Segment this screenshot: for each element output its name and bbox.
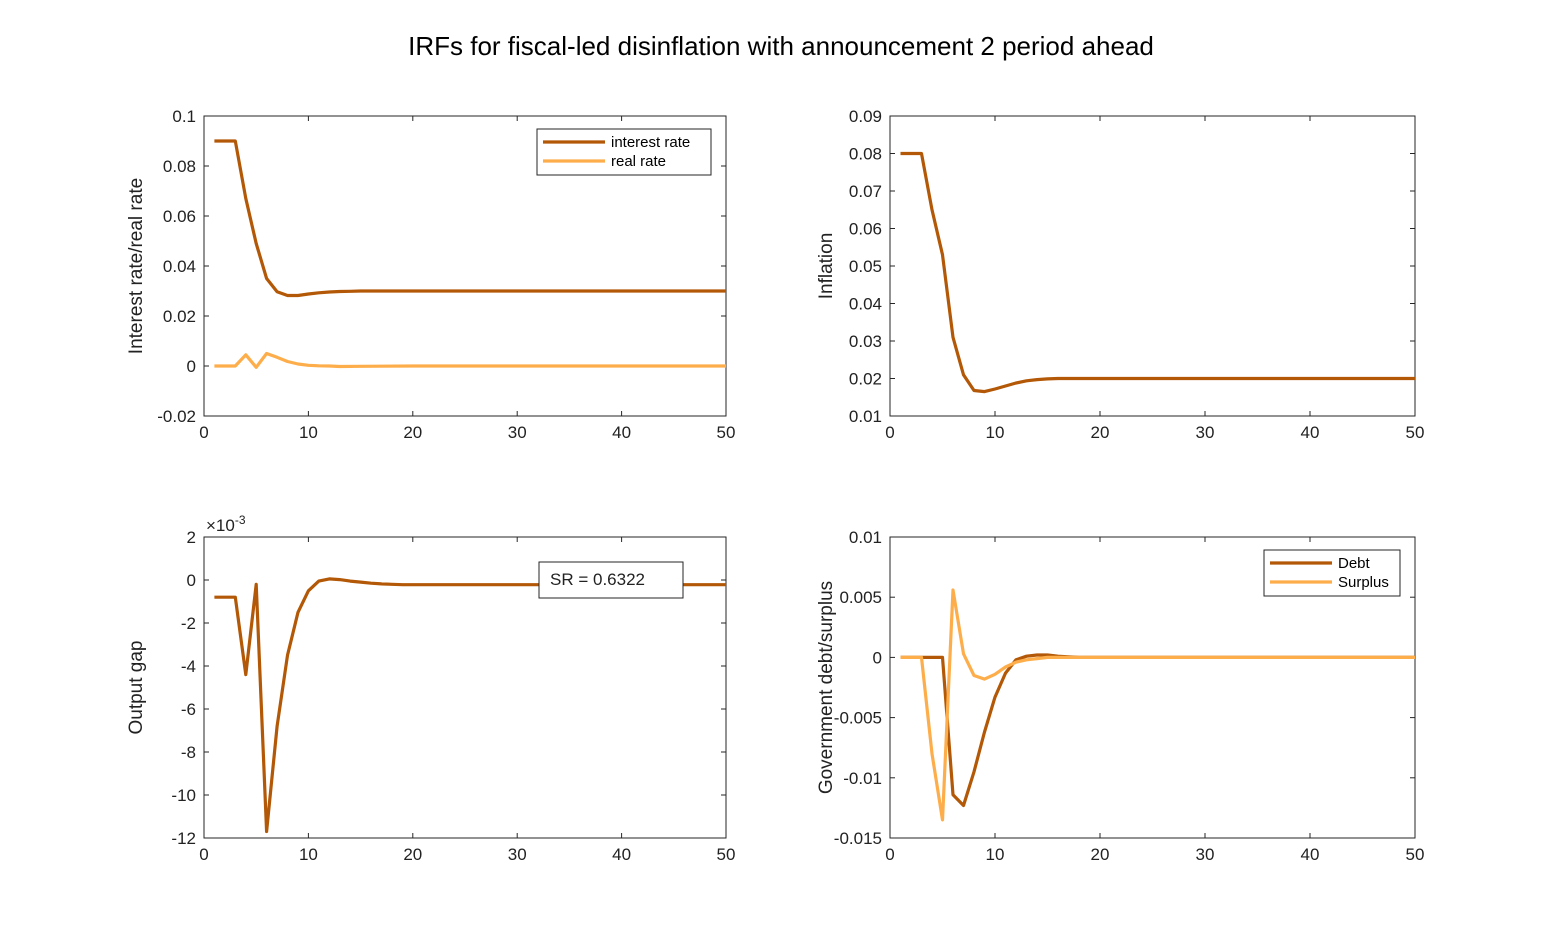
chart-panel-1: 0 10 20 30 40 50-0.0200.020.040.060.080.1Inte… [126, 107, 735, 442]
legend: Debt Surplus [1263, 549, 1401, 597]
y-tick-label: 0 [873, 648, 882, 667]
x-tick-label: 40 [612, 423, 631, 442]
y-tick-label: 0.02 [849, 370, 882, 389]
y-tick-label: 0.04 [849, 295, 882, 314]
x-tick-label: 50 [717, 845, 736, 864]
series-line-interest-rate [214, 139, 726, 298]
y-tick-label: -10 [171, 786, 196, 805]
series-line-real-rate [214, 351, 726, 369]
annotation-box [538, 561, 684, 599]
x-tick-label: 10 [986, 423, 1005, 442]
y-tick-label: 0.04 [163, 257, 196, 276]
y-tick-label: 0.05 [849, 257, 882, 276]
x-tick-label: 50 [717, 423, 736, 442]
legend: interest rate real rate [536, 128, 712, 176]
legend-label: Debt [1338, 555, 1371, 572]
legend-label: interest rate [611, 134, 690, 151]
x-tick-label: 0 [885, 845, 894, 864]
x-tick-label: 40 [1301, 423, 1320, 442]
x-tick-label: 10 [299, 845, 318, 864]
y-tick-label: -12 [171, 829, 196, 848]
x-tick-label: 10 [986, 845, 1005, 864]
y-axis-label: Inflation [816, 233, 837, 300]
chart-panel-4: 0 10 20 30 40 50 -0.015 -0.01 -0.005 0 0.005 0.01 Go… [816, 528, 1424, 864]
y-tick-label: 0.03 [849, 332, 882, 351]
y-axis-label: Output gap [126, 640, 147, 734]
legend-box [1263, 549, 1401, 597]
y-tick-label: -4 [181, 657, 196, 676]
x-tick-label: 20 [1091, 845, 1110, 864]
y-tick-label: -6 [181, 700, 196, 719]
y-tick-label: -0.02 [157, 407, 196, 426]
x-tick-label: 0 [199, 845, 208, 864]
y-tick-label: 0.06 [849, 220, 882, 239]
annotation-text: SR = 0.6322 [550, 570, 645, 589]
y-tick-label: -0.015 [834, 829, 882, 848]
x-tick-label: 50 [1406, 423, 1425, 442]
x-tick-label: 30 [1196, 845, 1215, 864]
x-tick-label: 0 [199, 423, 208, 442]
legend-label: Surplus [1338, 574, 1389, 591]
x-tick-label: 30 [508, 845, 527, 864]
y-tick-label: -8 [181, 743, 196, 762]
chart-panel-2: 0 10 20 30 40 50 0.01 0.02 0.03 0.04 0.05 0.06 0.07 0… [816, 107, 1424, 442]
x-tick-label: 0 [885, 423, 894, 442]
x-tick-label: 40 [612, 845, 631, 864]
y-tick-label: 0 [187, 357, 196, 376]
x-tick-label: 20 [1091, 423, 1110, 442]
y-tick-label: 0.07 [849, 182, 882, 201]
x-tick-label: 30 [508, 423, 527, 442]
y-tick-label: 0.08 [849, 145, 882, 164]
x-tick-label: 20 [403, 423, 422, 442]
x-tick-label: 10 [299, 423, 318, 442]
y-axis-label: Interest rate/real rate [126, 178, 147, 354]
y-tick-label: 0.02 [163, 307, 196, 326]
y-tick-label: 0.08 [163, 157, 196, 176]
y-tick-label: 0.06 [163, 207, 196, 226]
legend-label: real rate [611, 153, 666, 170]
y-tick-label: -2 [181, 614, 196, 633]
y-tick-label: 0.01 [849, 407, 882, 426]
figure-title: IRFs for fiscal-led disinflation with an… [408, 31, 1154, 61]
y-tick-label: -0.005 [834, 709, 882, 728]
series-line-1 [900, 151, 1415, 394]
axis-exponent: ×10-3 [206, 513, 246, 535]
y-tick-label: 0.005 [839, 588, 882, 607]
x-tick-label: 20 [403, 845, 422, 864]
series-line-surplus [900, 588, 1415, 822]
y-tick-label: 0.09 [849, 107, 882, 126]
y-tick-label: 0.01 [849, 528, 882, 547]
y-tick-label: 0 [187, 571, 196, 590]
x-tick-label: 40 [1301, 845, 1320, 864]
y-tick-label: 2 [187, 528, 196, 547]
y-tick-label: -0.01 [843, 769, 882, 788]
x-tick-label: 30 [1196, 423, 1215, 442]
y-tick-label: 0.1 [172, 107, 196, 126]
chart-panel-3: 0 10 20 30 40 50 -12 -10 -8 -6 -4 -2 0 2 Output gap ×10… [126, 513, 735, 864]
series-line-1 [214, 577, 726, 834]
plot-area [889, 115, 1416, 417]
legend-box [536, 128, 712, 176]
y-axis-label: Government debt/surplus [816, 581, 837, 794]
x-tick-label: 50 [1406, 845, 1425, 864]
